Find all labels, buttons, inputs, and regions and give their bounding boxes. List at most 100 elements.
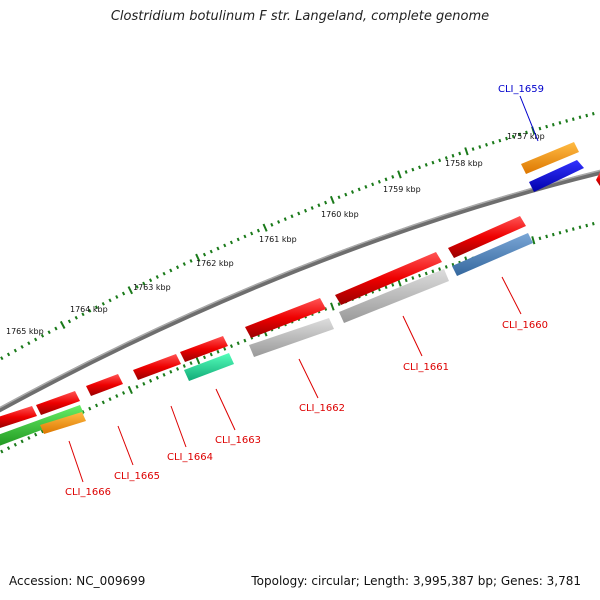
- scale-tick: [209, 249, 213, 254]
- scale-tick: [364, 185, 368, 189]
- scale-label: 1761 kbp: [259, 235, 297, 244]
- gene-cli-1663[interactable]: [184, 353, 234, 381]
- scale-tick: [538, 236, 542, 241]
- label-leader-lines: [68, 95, 539, 483]
- scale-tick: [74, 315, 78, 320]
- gene-label-cli-1665[interactable]: CLI_1665: [114, 471, 160, 482]
- scale-label: 1758 kbp: [445, 159, 483, 168]
- scale-tick: [59, 320, 66, 329]
- gene-feature[interactable]: [335, 252, 442, 305]
- scale-tick: [330, 302, 335, 311]
- gene-feature[interactable]: [180, 336, 228, 362]
- scale-tick: [350, 190, 355, 194]
- scale-tick: [27, 341, 31, 346]
- scale-tick: [551, 122, 555, 127]
- scale-tick: [565, 229, 569, 233]
- scale-tick: [195, 253, 201, 262]
- scale-tick: [438, 158, 442, 163]
- scale-tick: [324, 200, 328, 205]
- genome-backbone-highlight: [0, 169, 600, 409]
- outer-scale-ticks: [0, 111, 595, 361]
- scale-tick: [451, 153, 455, 158]
- scale-tick: [585, 223, 589, 228]
- scale-tick: [223, 243, 227, 248]
- scale-tick: [431, 160, 435, 165]
- genome-backbone: [0, 169, 600, 413]
- forward-genes: [0, 172, 600, 428]
- scale-tick: [558, 121, 562, 125]
- scale-tick: [135, 384, 139, 389]
- gene-feature[interactable]: [133, 354, 181, 380]
- gene-cli-1666[interactable]: [40, 412, 86, 434]
- scale-tick: [578, 225, 582, 230]
- scale-tick: [162, 271, 166, 276]
- scale-tick: [262, 223, 268, 232]
- gene-feature[interactable]: [596, 172, 600, 186]
- scale-tick: [229, 344, 234, 348]
- scale-tick: [189, 259, 193, 263]
- scale-tick: [54, 326, 58, 331]
- scale-tick: [491, 140, 495, 145]
- scale-tick: [438, 267, 442, 271]
- scale-label: 1760 kbp: [321, 210, 359, 219]
- scale-tick: [6, 446, 11, 451]
- gene-feature[interactable]: [245, 298, 326, 338]
- scale-tick: [458, 151, 462, 156]
- scale-label: 1765 kbp: [6, 327, 44, 336]
- scale-tick: [0, 356, 4, 361]
- scale-tick: [531, 236, 536, 245]
- gene-label-cli-1662[interactable]: CLI_1662: [299, 403, 345, 414]
- gene-feature[interactable]: [86, 374, 123, 396]
- gene-label-cli-1664[interactable]: CLI_1664: [167, 452, 213, 463]
- scale-tick: [344, 192, 348, 197]
- scale-tick: [101, 301, 105, 306]
- scale-label: 1763 kbp: [133, 283, 171, 292]
- scale-tick: [155, 275, 159, 279]
- scale-tick: [558, 230, 562, 235]
- scale-tick: [357, 187, 361, 192]
- gene-feature[interactable]: [0, 406, 37, 428]
- gene-label-cli-1661[interactable]: CLI_1661: [403, 362, 449, 373]
- scale-label: 1762 kbp: [196, 259, 234, 268]
- gene-feature[interactable]: [448, 216, 526, 258]
- gene-cli-1661[interactable]: [339, 269, 449, 323]
- scale-tick: [424, 163, 428, 167]
- gene-label-cli-1659[interactable]: CLI_1659: [498, 84, 544, 95]
- scale-tick: [236, 341, 240, 346]
- scale-tick: [384, 285, 388, 290]
- gene-label-cli-1666[interactable]: CLI_1666: [65, 487, 111, 498]
- gene-feature[interactable]: [529, 160, 584, 192]
- scale-tick: [27, 436, 31, 440]
- scale-tick: [182, 364, 186, 368]
- scale-tick: [511, 134, 515, 139]
- scale-tick: [148, 378, 153, 383]
- scale-tick: [418, 165, 422, 170]
- scale-tick: [397, 170, 402, 179]
- scale-tick: [337, 302, 341, 306]
- scale-tick: [404, 278, 408, 283]
- gene-cli-1660[interactable]: [452, 233, 533, 276]
- scale-tick: [337, 195, 341, 200]
- scale-tick: [6, 352, 11, 357]
- scale-tick: [135, 284, 139, 289]
- gene-label-cli-1663[interactable]: CLI_1663: [215, 435, 261, 446]
- scale-tick: [518, 132, 522, 137]
- scale-tick: [148, 278, 153, 283]
- scale-tick: [243, 234, 247, 239]
- gene-cli-1662[interactable]: [249, 318, 334, 357]
- scale-tick: [216, 349, 220, 354]
- scale-tick: [283, 217, 287, 221]
- scale-tick: [81, 312, 85, 317]
- gene-cli-1659[interactable]: [521, 142, 579, 174]
- scale-label: 1757 kbp: [507, 132, 545, 141]
- scale-tick: [108, 397, 112, 402]
- gene-label-cli-1660[interactable]: CLI_1660: [502, 320, 548, 331]
- scale-tick: [256, 228, 260, 233]
- scale-tick: [391, 175, 395, 179]
- scale-tick: [329, 195, 335, 204]
- scale-tick: [411, 276, 415, 280]
- gene-feature[interactable]: [36, 391, 80, 415]
- scale-tick: [40, 333, 45, 338]
- accession-text: Accession: NC_009699: [9, 574, 146, 588]
